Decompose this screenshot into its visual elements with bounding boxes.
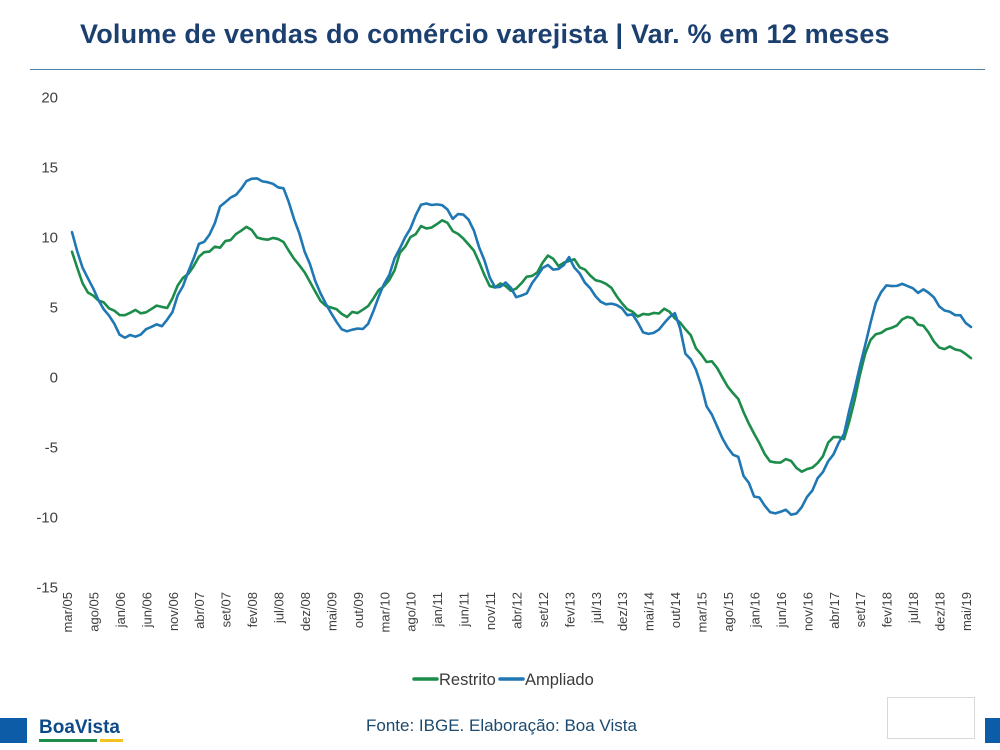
svg-text:Restrito: Restrito (439, 671, 496, 689)
svg-text:Ampliado: Ampliado (525, 671, 594, 689)
